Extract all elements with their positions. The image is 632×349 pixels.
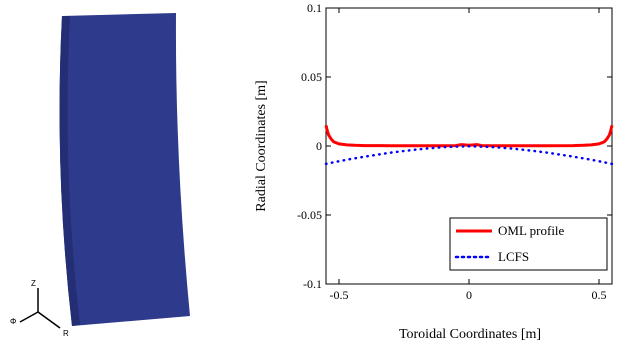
legend: OML profile LCFS	[449, 217, 608, 271]
triad-r-label: R	[63, 329, 69, 338]
x-tick-label: 0	[466, 288, 472, 302]
x-axis-label: Toroidal Coordinates [m]	[399, 327, 541, 342]
triad-r-axis	[37, 311, 61, 329]
coordinate-triad: Z Φ R	[10, 279, 69, 338]
y-tick-label: -0.05	[297, 208, 322, 222]
triad-z-label: Z	[31, 279, 36, 288]
series-line-lcfs	[324, 145, 614, 166]
model-view: Z Φ R	[10, 13, 191, 338]
x-tick-label: 0.5	[592, 288, 607, 302]
x-tick-label: -0.5	[330, 288, 349, 302]
triad-phi-axis	[19, 311, 39, 323]
panel-edge-shade	[59, 16, 80, 326]
y-tick-label: 0	[316, 139, 322, 153]
legend-label-lcfs: LCFS	[498, 249, 529, 264]
y-axis-ticks: 0.1 0.05 0 -0.05 -0.1	[297, 1, 612, 291]
legend-box	[449, 217, 608, 271]
triad-phi-label: Φ	[10, 317, 16, 326]
series-layer	[324, 124, 614, 166]
chart: 0.1 0.05 0 -0.05 -0.1 -0.5 0 0.5 Radial Coordi…	[254, 1, 614, 342]
x-axis-ticks: -0.5 0 0.5	[330, 8, 607, 302]
y-tick-label: 0.05	[301, 70, 322, 84]
y-axis-label: Radial Coordinates [m]	[254, 80, 269, 211]
series-line-oml-profile	[324, 124, 614, 148]
curved-panel	[59, 13, 191, 326]
y-tick-label: -0.1	[303, 277, 322, 291]
legend-label-oml: OML profile	[498, 223, 565, 238]
y-tick-label: 0.1	[307, 1, 322, 15]
